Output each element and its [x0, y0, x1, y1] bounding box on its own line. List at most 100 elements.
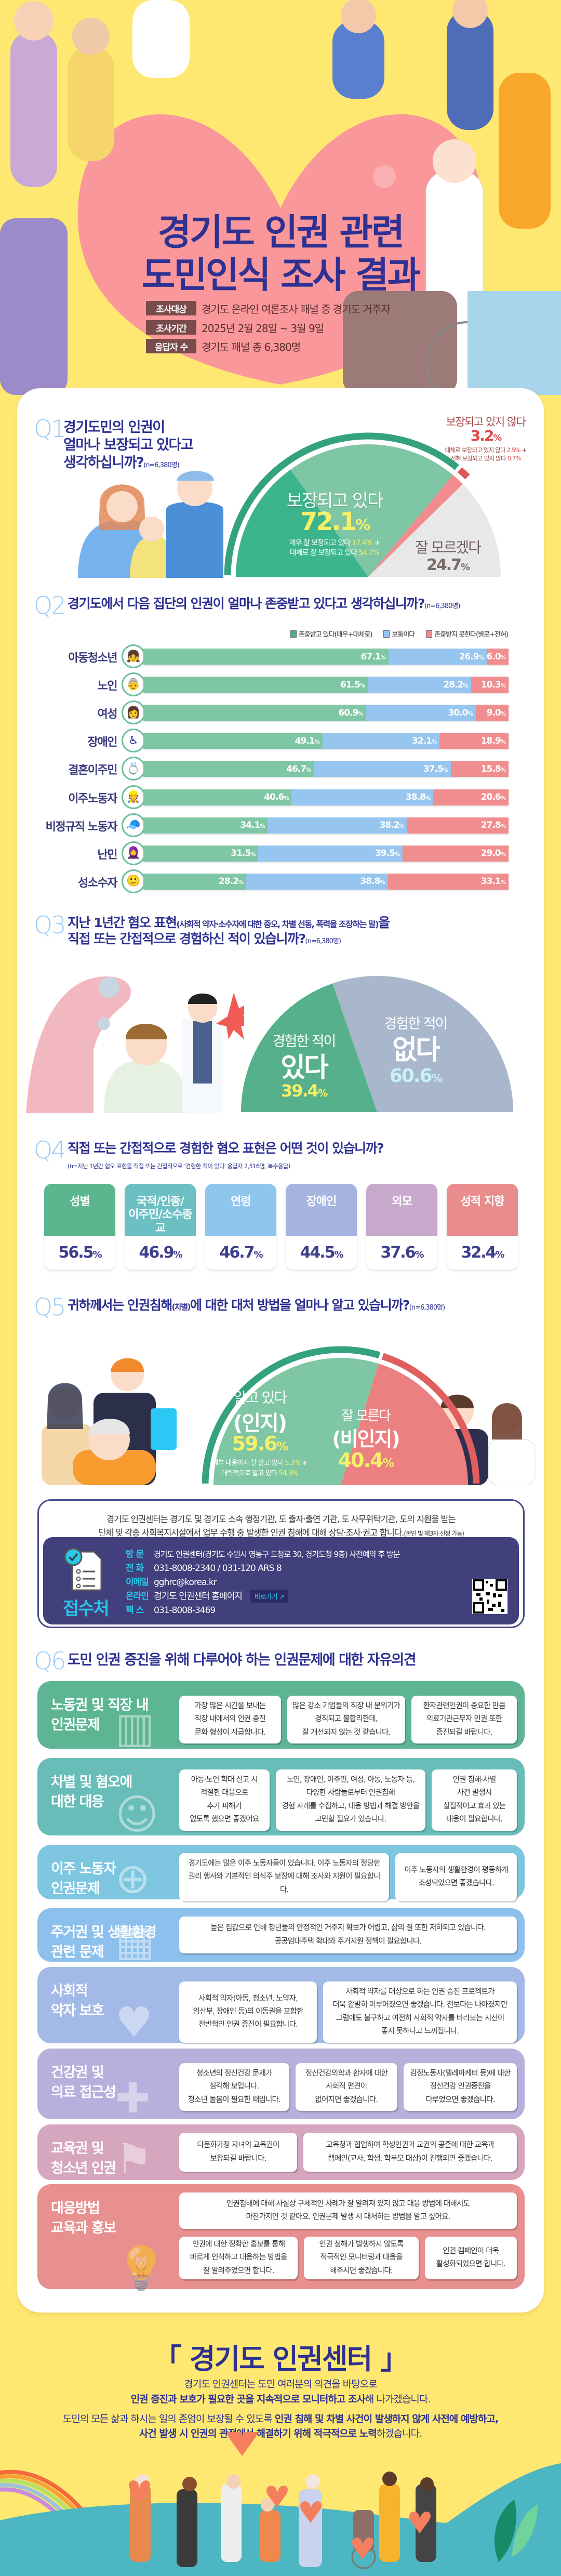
person-figure	[447, 10, 493, 130]
q2-bar-segment: 31.5	[143, 845, 259, 862]
q6-section-label: 이주 노동자 인권문제	[51, 1861, 116, 1897]
pie-slice-2	[368, 484, 501, 577]
q1-not-protected-label: 보장되고 있지 않다	[446, 416, 526, 428]
info-text-line2: 단체 및 각종 사회복지시설에서 업무 수행 중 발생한 인권 침해에 대해 상…	[39, 1526, 523, 1538]
q2-bar-segment: 26.9	[388, 649, 487, 665]
q2-data-label: 33.1	[481, 876, 505, 887]
survey-value: 2025년 2월 28일 ~ 3월 9일	[202, 322, 324, 335]
q6-opinion-card: 환자관련인권이 중요한 만큼 의료기관근무자 인권 또한 증진되길 바랍니다.	[411, 1696, 517, 1744]
q2-bar-row: 46.7 37.5 15.8	[143, 761, 509, 777]
q2-bar-row: 40.6 38.8 20.6	[143, 789, 509, 805]
survey-target-row: 조사대상 경기도 온라인 여론조사 패널 중 경기도 거주자	[146, 301, 391, 315]
q6-section-label: 사회적 약자 보호	[51, 1983, 104, 2019]
detail-value: 5.3%	[285, 1459, 301, 1467]
q3-semicircle-chart	[241, 975, 513, 1112]
q6-opinion-card: 인권침해에 대해 사실상 구체적인 사례가 잘 알려져 있지 않고 대응 방법에…	[179, 2192, 517, 2229]
q2-data-label: 34.1	[240, 820, 264, 830]
q2-bar-segment: 38.8	[246, 873, 388, 890]
leaf-icon	[494, 2500, 516, 2562]
q2-bar-row: 31.5 39.5 29.0	[143, 845, 509, 862]
q4-value: 46.7	[205, 1236, 276, 1270]
building-icon: ▦	[115, 1917, 155, 1965]
footer-text: 하겠습니다.	[376, 2428, 422, 2439]
leaf-icon	[512, 2505, 538, 2557]
q5-aware-sub: (인지)	[233, 1411, 287, 1435]
q4-category-card: 성별 56.5	[44, 1184, 115, 1270]
hospital-icon: ✚	[115, 2074, 151, 2122]
detail-value: 54.3%	[278, 1469, 299, 1477]
q3-title-note: (사회적 약자·소수자에 대한 증오, 차별 선동, 폭력을 조장하는 말)	[176, 919, 379, 929]
survey-label: 응답자 수	[146, 339, 196, 353]
q6-opinion-card: 정신건강의학과 환자에 대한 사회적 편견이 없어지면 좋겠습니다.	[295, 2063, 398, 2111]
q1-not-protected-value: 3.2	[471, 427, 501, 444]
person-figure	[132, 0, 190, 78]
q6-opinion-card: 경기도에는 많은 이주 노동자들이 있습니다. 이주 노동자의 정당한 권리 행…	[179, 1853, 390, 1901]
q4-category-card: 장애인 44.5	[286, 1184, 357, 1270]
lightbulb-icon: 💡	[115, 2244, 167, 2292]
q5-title-text: 귀하께서는 인권침해	[68, 1298, 172, 1313]
q5-aware-label: 알고 있다	[233, 1389, 287, 1406]
email-link[interactable]: gghrc@korea.kr	[154, 1577, 217, 1588]
q2-bar-segment: 49.1	[143, 733, 323, 749]
human-rights-center-info-box: 경기도 인권센터는 경기도 및 경기도 소속 행정기관, 도 출자·출연 기관,…	[37, 1499, 525, 1628]
q6-section-label: 노동권 및 직장 내 인권문제	[51, 1697, 149, 1733]
q2-data-label: 28.2	[219, 876, 243, 887]
people-icon: ☺	[115, 1790, 159, 1839]
q2-data-label: 18.9	[481, 736, 505, 746]
detail-label: 대략적으로 알고 있다	[221, 1469, 277, 1477]
q1-family-illustration	[78, 471, 223, 578]
q4-category-label: 국적/인종/ 이주민/소수종교	[125, 1184, 196, 1236]
q2-bar-segment: 40.6	[143, 789, 292, 805]
contact-label: 이메일	[126, 1577, 149, 1588]
q3-number: Q3	[34, 911, 66, 939]
q3-no-label: 없다	[392, 1035, 440, 1066]
survey-label: 조사기간	[146, 320, 196, 335]
q4-data-label: 37.6	[380, 1244, 423, 1262]
q2-data-label: 38.8	[406, 792, 430, 802]
passport-icon: ⊕	[115, 1854, 151, 1903]
q6-opinion-card: 교육청과 협업하여 학생인권과 교권의 공존에 대한 교육과 캠페인(교사, 학…	[303, 2133, 517, 2172]
q1-title-line: 경기도민의 인권이	[63, 419, 165, 435]
q2-bar-segment: 38.2	[268, 817, 407, 834]
footer-landscape-illustration	[0, 2432, 561, 2576]
q5-unaware-label: 잘 모른다	[341, 1408, 391, 1424]
q4-number: Q4	[34, 1136, 66, 1164]
footer-line2: 인권 증진과 보호가 필요한 곳을 지속적으로 모니터하고 조사해 나가겠습니다…	[131, 2392, 431, 2406]
person-figure	[499, 73, 551, 229]
q2-bar-segment: 28.2	[143, 873, 247, 890]
q6-section-label: 교육권 및 청소년 인권	[51, 2141, 116, 2176]
pie-slice-1	[368, 475, 463, 577]
q6-section: ▥ 노동권 및 직장 내 인권문제 가장 많은 시간을 보내는 직장 내에서의 인권…	[37, 1681, 525, 1749]
q2-bar-segment: 30.0	[366, 705, 476, 721]
q2-bar-segment: 39.5	[258, 845, 403, 862]
contact-value: 031-8008-3469	[154, 1605, 216, 1616]
contact-label: 온라인	[126, 1591, 149, 1602]
q2-data-label: 26.9	[459, 652, 484, 662]
contact-label: 전 화	[126, 1563, 144, 1574]
q5-title-text: 에 대한 대처 방법을 얼마나 알고 있습니까?	[190, 1298, 410, 1313]
people-with-hearts	[128, 2432, 436, 2569]
q2-bar-row: 67.1 26.96.0	[143, 649, 509, 665]
footer-emphasis: 인권 증진과 보호가 필요한 곳을 지속적으로 모니터하고 조사	[130, 2394, 366, 2405]
q1-title-line: 얼마나 보장되고 있다고	[63, 437, 194, 453]
detail-label: 세부 내용까지 잘 알고 있다	[212, 1459, 284, 1467]
hero-illustration	[0, 0, 561, 395]
shortcut-label: 바로가기	[254, 1593, 278, 1601]
q2-bar-row: 34.1 38.2 27.8	[143, 817, 509, 834]
hands-heart-icon: ♥	[115, 1998, 153, 2046]
contact-value: 경기도 인권센터(경기도 수원시 영통구 도청로 30, 경기도청 9층) 사전…	[154, 1550, 400, 1559]
q2-title-text: 경기도에서 다음 집단의 인권이 얼마나 존중받고 있다고 생각하십니까?	[68, 596, 425, 611]
qr-code[interactable]	[472, 1579, 507, 1614]
q2-category-label: 난민	[97, 848, 118, 862]
q2-bar-segment: 29.0	[403, 845, 509, 862]
q3-yes-label: 있다	[280, 1052, 329, 1084]
q6-section-label: 주거권 및 생활환경 관련 문제	[51, 1924, 157, 1960]
q4-value: 56.5	[44, 1236, 115, 1270]
homepage-shortcut-button[interactable]: 바로가기 ↗	[250, 1590, 288, 1603]
footer-text: 도민의 모든 삶과 하시는 일의 존엄이 보장될 수 있도록	[62, 2413, 275, 2425]
survey-value: 경기도 온라인 여론조사 패널 중 경기도 거주자	[202, 302, 391, 315]
q4-category-card: 연령 46.7	[205, 1184, 276, 1270]
footer-line3: 도민의 모든 삶과 하시는 일의 존엄이 보장될 수 있도록 인권 침해 및 차…	[62, 2411, 499, 2425]
q2-data-label: 28.2	[443, 680, 468, 690]
q2-data-label: 20.6	[481, 792, 505, 802]
